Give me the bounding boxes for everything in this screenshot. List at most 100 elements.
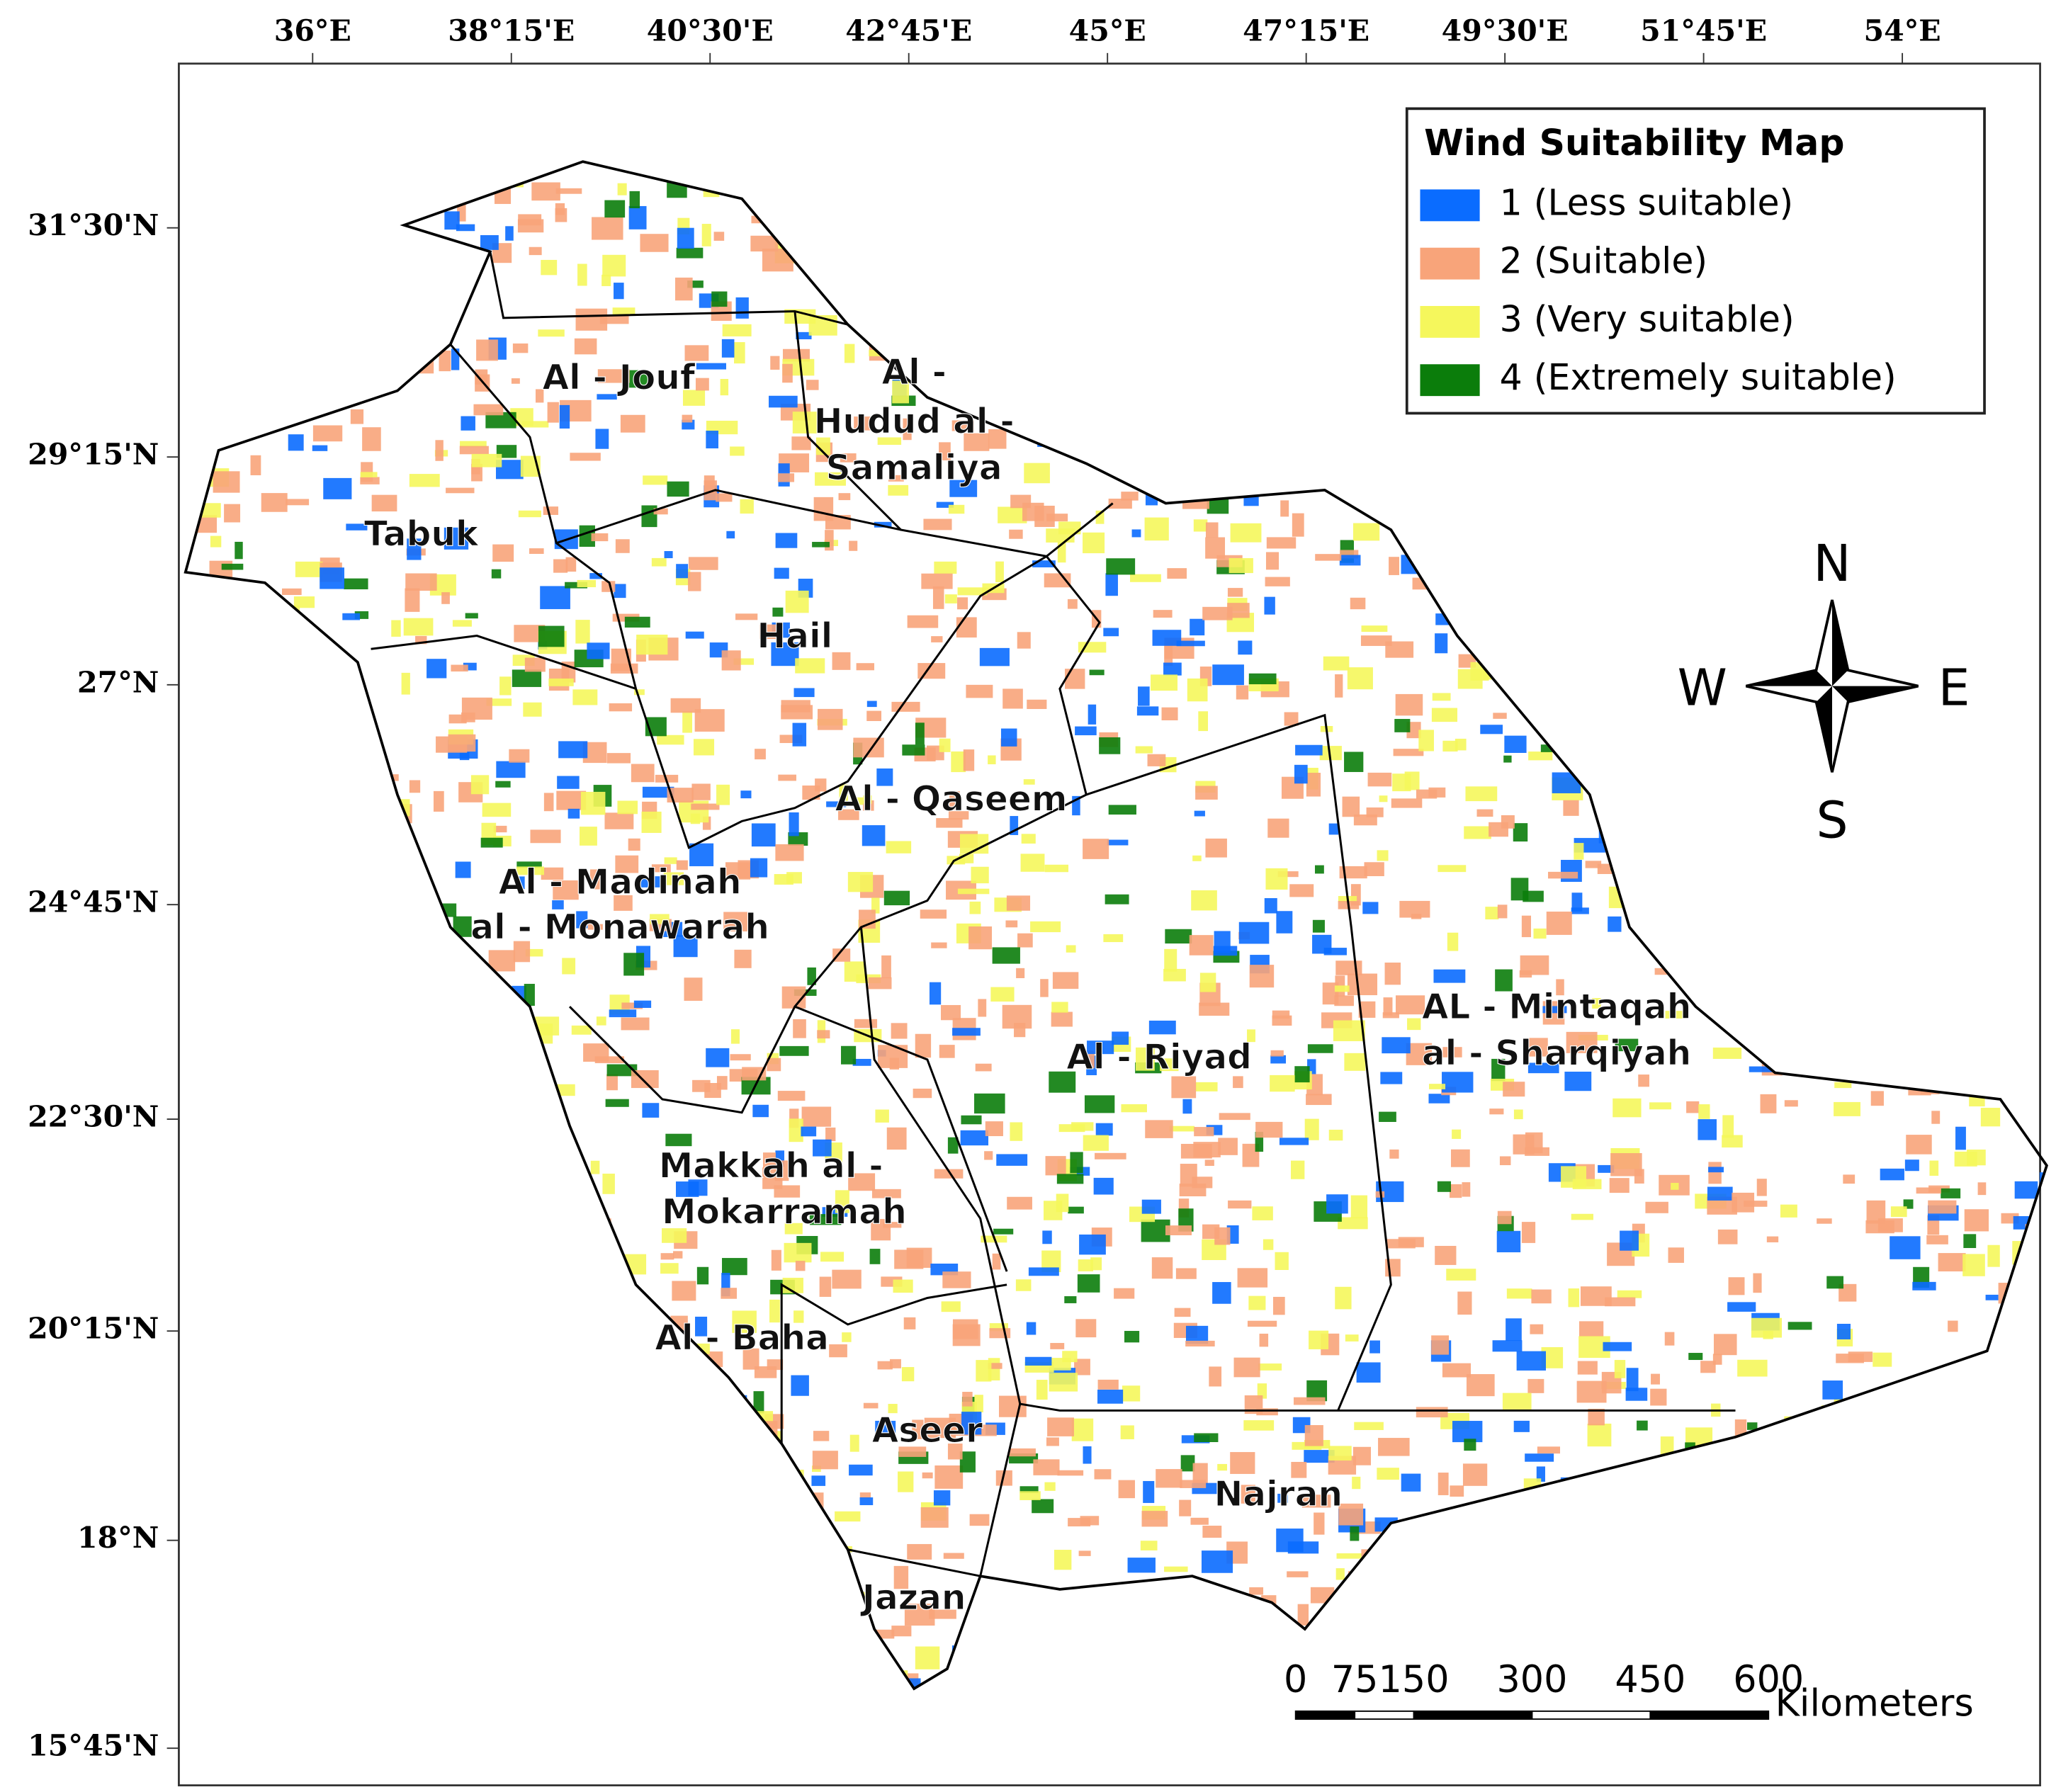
raster-cell	[1698, 1104, 1710, 1119]
raster-cell	[1068, 1518, 1091, 1527]
raster-cell	[283, 1457, 293, 1480]
raster-cell	[602, 1173, 615, 1194]
raster-cell	[1182, 195, 1210, 217]
raster-cell	[405, 588, 420, 612]
raster-cell	[505, 226, 514, 241]
raster-cell	[1571, 1213, 1593, 1220]
raster-cell	[947, 1137, 959, 1154]
raster-cell	[1729, 1558, 1738, 1566]
raster-cell	[409, 780, 421, 793]
raster-cell	[1338, 293, 1353, 305]
raster-cell	[1732, 560, 1761, 573]
raster-cell	[832, 1269, 862, 1289]
raster-cell	[651, 864, 671, 873]
raster-cell	[1391, 798, 1423, 808]
raster-cell	[716, 1076, 728, 1090]
raster-cell	[871, 1218, 891, 1241]
raster-cell	[281, 282, 298, 290]
raster-cell	[1347, 973, 1378, 996]
raster-cell	[1165, 929, 1192, 944]
raster-cell	[1024, 463, 1050, 484]
raster-cell	[412, 1333, 427, 1339]
raster-cell	[816, 437, 830, 455]
latitude-label: 29°15'N	[28, 437, 159, 472]
raster-cell	[837, 196, 851, 209]
raster-cell	[301, 723, 310, 735]
raster-cell	[903, 418, 912, 441]
raster-cell	[1265, 552, 1280, 570]
raster-cell	[1431, 708, 1458, 722]
raster-cell	[1531, 671, 1541, 685]
raster-cell	[237, 1094, 249, 1105]
raster-cell	[1433, 1577, 1448, 1588]
raster-cell	[546, 1672, 573, 1689]
raster-cell	[1502, 1393, 1532, 1410]
raster-cell	[1323, 948, 1347, 955]
raster-cell	[516, 1484, 531, 1494]
raster-cell	[735, 613, 758, 620]
raster-cell	[1750, 414, 1776, 423]
raster-cell	[1528, 752, 1553, 761]
raster-cell	[1442, 1072, 1474, 1093]
raster-cell	[609, 703, 633, 712]
raster-cell	[2009, 1019, 2027, 1042]
raster-cell	[1513, 1109, 1523, 1120]
raster-cell	[1798, 1063, 1815, 1075]
raster-cell	[862, 825, 886, 846]
raster-cell	[875, 1420, 896, 1436]
raster-cell	[1504, 735, 1527, 753]
raster-cell	[1192, 855, 1202, 861]
raster-cell	[1864, 642, 1878, 653]
raster-cell	[429, 1221, 457, 1238]
raster-cell	[877, 1672, 900, 1683]
raster-cell	[402, 1561, 434, 1570]
raster-cell	[901, 1367, 915, 1382]
raster-cell	[1875, 997, 1890, 1009]
raster-cell	[1351, 256, 1369, 273]
raster-cell	[1656, 1541, 1673, 1549]
raster-cell	[516, 1162, 544, 1186]
raster-cell	[1068, 1206, 1084, 1214]
raster-cell	[1569, 1560, 1592, 1582]
raster-cell	[1219, 475, 1231, 492]
raster-cell	[1780, 1204, 1797, 1218]
raster-cell	[796, 1547, 825, 1567]
raster-cell	[332, 1168, 357, 1186]
raster-cell	[676, 564, 689, 579]
raster-cell	[1901, 1570, 1924, 1588]
raster-cell	[751, 823, 776, 847]
raster-cell	[264, 1663, 281, 1677]
raster-cell	[1225, 336, 1240, 350]
raster-cell	[1106, 242, 1126, 255]
raster-cell	[1667, 1578, 1676, 1586]
raster-cell	[386, 1346, 414, 1355]
raster-cell	[249, 174, 269, 186]
raster-cell	[809, 1214, 842, 1225]
raster-cell	[606, 1074, 618, 1091]
raster-cell	[1725, 1648, 1755, 1656]
raster-cell	[258, 1496, 267, 1512]
raster-cell	[689, 843, 714, 866]
raster-cell	[480, 837, 503, 848]
raster-cell	[1898, 1022, 1920, 1031]
raster-cell	[230, 641, 240, 663]
raster-cell	[233, 878, 261, 889]
raster-cell	[337, 757, 354, 769]
raster-cell	[1734, 1419, 1747, 1443]
raster-cell	[294, 1510, 326, 1519]
raster-cell	[1160, 441, 1192, 453]
raster-cell	[1105, 573, 1118, 596]
raster-cell	[1328, 1129, 1343, 1141]
raster-cell	[336, 767, 358, 783]
raster-cell	[1705, 628, 1725, 648]
raster-cell	[929, 1609, 956, 1619]
raster-cell	[186, 1429, 204, 1444]
raster-cell	[578, 1474, 598, 1488]
raster-cell	[721, 1288, 738, 1299]
raster-cell	[369, 248, 396, 272]
raster-cell	[961, 1412, 982, 1435]
raster-cell	[1021, 834, 1036, 844]
raster-cell	[723, 1539, 741, 1546]
scale-label: 0	[1284, 1658, 1307, 1701]
raster-cell	[904, 1604, 935, 1626]
